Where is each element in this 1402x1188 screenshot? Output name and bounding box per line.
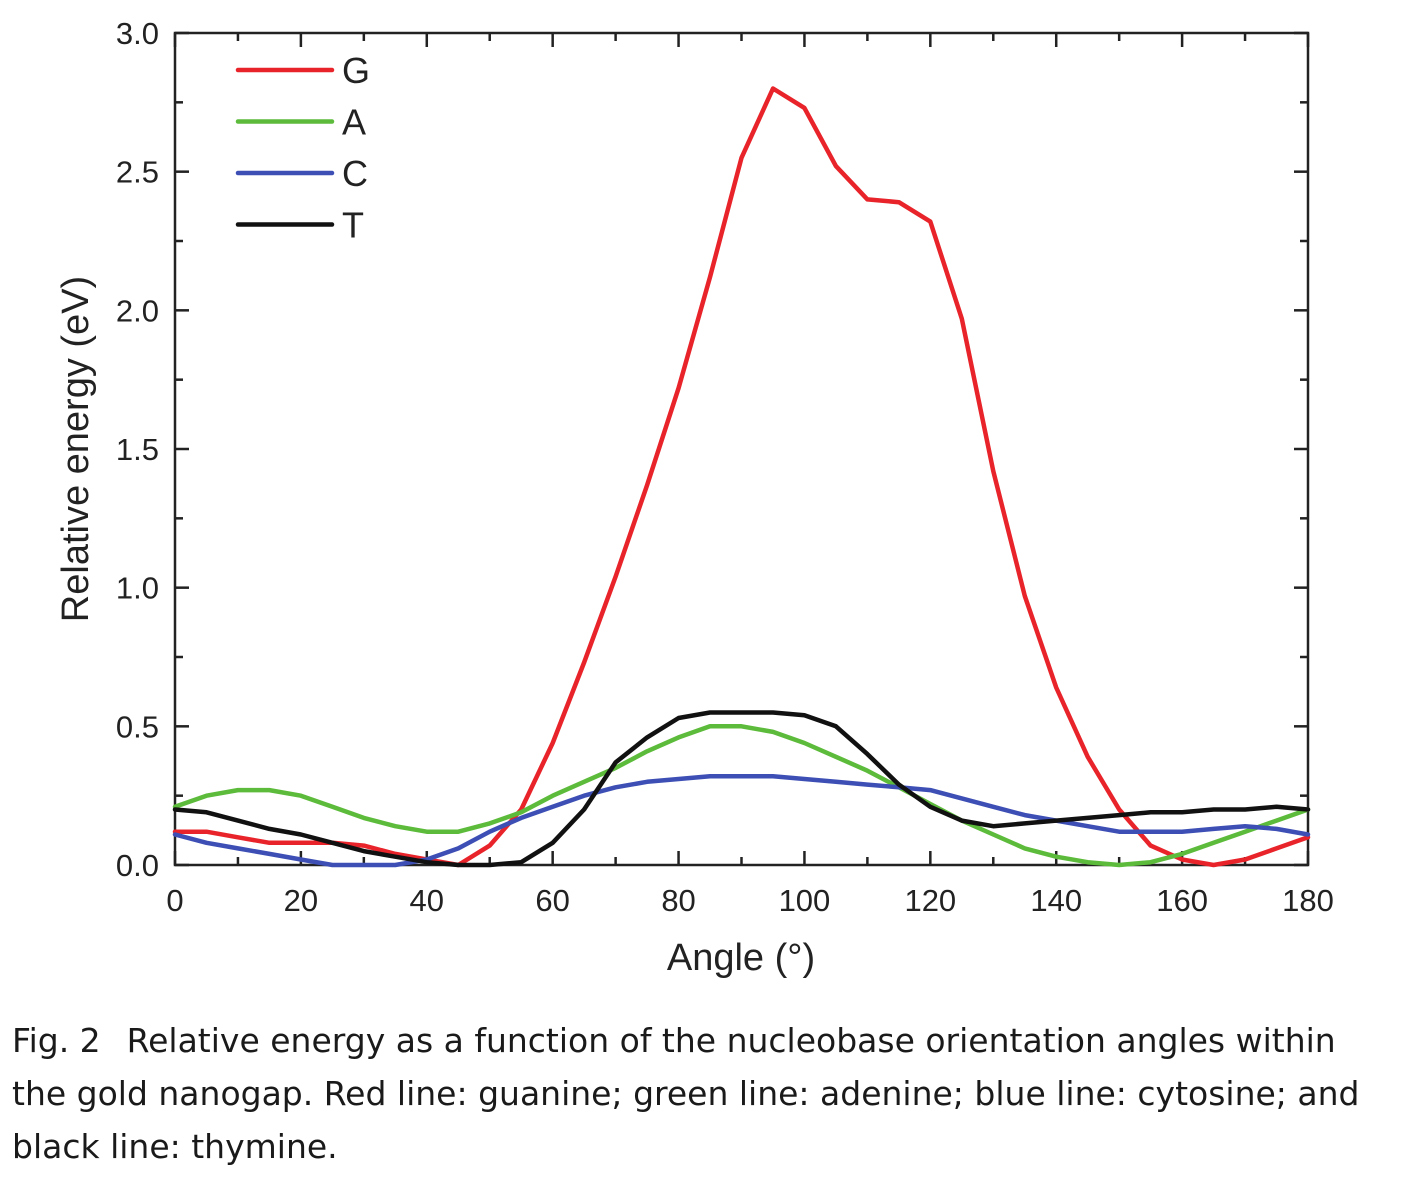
x-tick-label: 20 <box>284 883 318 918</box>
y-tick-label: 1.0 <box>116 571 159 606</box>
legend-label-g: G <box>342 50 370 91</box>
x-tick-label: 140 <box>1030 883 1082 918</box>
figure-label: Fig. 2 <box>12 1021 101 1060</box>
series-line-g <box>172 86 1311 868</box>
series-line-c <box>172 774 1311 868</box>
series-line-t <box>172 710 1311 868</box>
y-tick-label: 2.5 <box>116 155 159 190</box>
x-tick-label: 60 <box>535 883 569 918</box>
y-tick-label: 2.0 <box>116 293 159 328</box>
x-tick-label: 80 <box>661 883 695 918</box>
caption-text: Relative energy as a function of the nuc… <box>12 1021 1360 1166</box>
series-lines <box>172 86 1311 868</box>
x-tick-label: 100 <box>779 883 831 918</box>
x-axis-title: Angle (°) <box>667 937 815 979</box>
x-tick-label: 120 <box>904 883 956 918</box>
legend-label-t: T <box>342 205 364 246</box>
chart: 0 20 40 60 80 100 120 140 160 180 0.0 0.5 1.0 1.5 2.0 2… <box>55 16 1334 979</box>
figure-caption: Fig. 2 Relative energy as a function of t… <box>12 1014 1392 1173</box>
axis-ticks <box>173 31 1310 867</box>
legend-label-a: A <box>342 102 366 143</box>
y-axis-title: Relative energy (eV) <box>55 276 97 622</box>
y-tick-label: 0.5 <box>116 709 159 744</box>
y-tick-label: 3.0 <box>116 16 159 51</box>
x-tick-label: 40 <box>410 883 444 918</box>
x-tick-label: 180 <box>1282 883 1334 918</box>
legend-label-c: C <box>342 153 368 194</box>
x-tick-label: 0 <box>166 883 183 918</box>
x-tick-label: 160 <box>1156 883 1208 918</box>
series-line-a <box>172 724 1311 868</box>
y-tick-label: 1.5 <box>116 432 159 467</box>
y-tick-label: 0.0 <box>116 848 159 883</box>
axis-tick-labels: 0 20 40 60 80 100 120 140 160 180 0.0 0.5 1.0 1.5 2.0 2… <box>116 16 1334 918</box>
